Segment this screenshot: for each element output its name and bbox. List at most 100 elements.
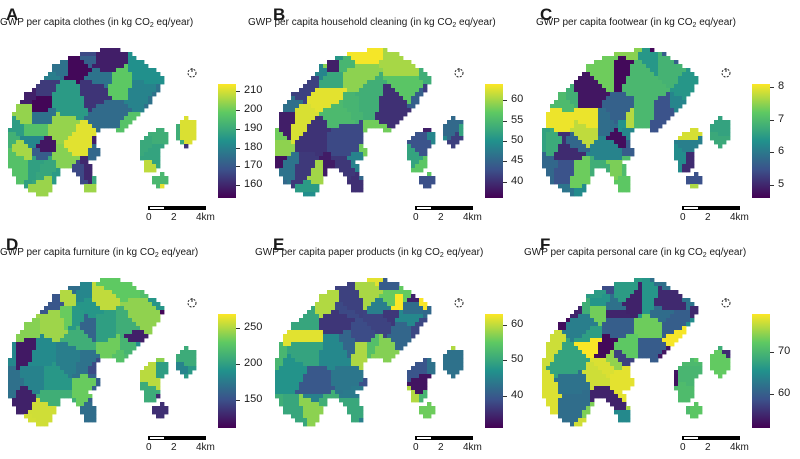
map-cell	[311, 342, 316, 347]
map-cell	[347, 406, 352, 411]
map-cell	[391, 342, 396, 347]
map-cell	[52, 136, 57, 141]
map-cell	[351, 180, 356, 185]
map-cell	[104, 100, 109, 105]
map-cell	[40, 422, 45, 427]
map-cell	[36, 414, 41, 419]
map-cell	[112, 338, 117, 343]
map-cell	[606, 108, 611, 113]
map-cell	[44, 306, 49, 311]
map-cell	[80, 92, 85, 97]
map-cell	[291, 136, 296, 141]
map-cell	[606, 124, 611, 129]
map-cell	[295, 140, 300, 145]
map-cell	[343, 80, 348, 85]
map-cell	[554, 124, 559, 129]
map-cell	[291, 140, 296, 145]
map-cell	[8, 386, 13, 391]
map-cell	[355, 358, 360, 363]
map-cell	[116, 278, 121, 283]
map-cell	[626, 124, 631, 129]
map-cell	[375, 302, 380, 307]
map-cell	[335, 160, 340, 165]
map-cell	[646, 306, 651, 311]
map-cell	[64, 144, 69, 149]
map-cell	[670, 290, 675, 295]
map-cell	[88, 350, 93, 355]
map-cell	[455, 366, 460, 371]
map-cell	[606, 68, 611, 73]
map-cell	[40, 354, 45, 359]
map-cell	[92, 152, 97, 157]
map-cell	[96, 80, 101, 85]
map-cell	[136, 338, 141, 343]
map-cell	[455, 124, 460, 129]
map-cell	[96, 330, 101, 335]
map-cell	[52, 378, 57, 383]
map-cell	[48, 172, 53, 177]
map-cell	[654, 60, 659, 65]
map-cell	[120, 338, 125, 343]
map-cell	[124, 124, 129, 129]
map-cell	[694, 172, 699, 177]
map-cell	[610, 108, 615, 113]
map-cell	[542, 136, 547, 141]
map-cell	[319, 382, 324, 387]
map-cell	[339, 366, 344, 371]
map-cell	[68, 80, 73, 85]
map-cell	[120, 294, 125, 299]
map-cell	[459, 350, 464, 355]
map-cell	[303, 172, 308, 177]
map-cell	[12, 120, 17, 125]
map-cell	[148, 378, 153, 383]
map-cell	[423, 302, 428, 307]
map-cell	[295, 346, 300, 351]
map-cell	[20, 112, 25, 117]
map-cell	[423, 88, 428, 93]
map-cell	[64, 354, 69, 359]
map-cell	[92, 100, 97, 105]
map-cell	[319, 140, 324, 145]
map-cell	[44, 108, 49, 113]
map-cell	[359, 306, 364, 311]
map-cell	[64, 342, 69, 347]
map-cell	[60, 96, 65, 101]
map-cell	[550, 120, 555, 125]
map-cell	[283, 410, 288, 415]
map-cell	[16, 144, 21, 149]
map-cell	[335, 382, 340, 387]
map-cell	[160, 374, 165, 379]
map-cell	[618, 152, 623, 157]
map-cell	[546, 116, 551, 121]
map-cell	[662, 72, 667, 77]
map-cell	[423, 410, 428, 415]
map-cell	[307, 330, 312, 335]
map-cell	[606, 76, 611, 81]
map-cell	[84, 144, 89, 149]
map-cell	[323, 80, 328, 85]
map-cell	[80, 398, 85, 403]
map-cell	[72, 294, 77, 299]
map-cell	[76, 382, 81, 387]
map-cell	[287, 398, 292, 403]
map-cell	[355, 402, 360, 407]
map-cell	[327, 326, 332, 331]
map-cell	[359, 318, 364, 323]
map-cell	[24, 326, 29, 331]
map-cell	[140, 294, 145, 299]
map-cell	[303, 394, 308, 399]
map-cell	[339, 338, 344, 343]
map-cell	[84, 342, 89, 347]
map-cell	[72, 116, 77, 121]
map-cell	[698, 136, 703, 141]
map-cell	[351, 386, 356, 391]
map-cell	[427, 310, 432, 315]
map-cell	[303, 358, 308, 363]
map-cell	[686, 136, 691, 141]
map-cell	[176, 124, 181, 129]
map-cell	[455, 354, 460, 359]
map-cell	[100, 60, 105, 65]
map-cell	[76, 56, 81, 61]
map-cell	[550, 152, 555, 157]
map-cell	[44, 140, 49, 145]
